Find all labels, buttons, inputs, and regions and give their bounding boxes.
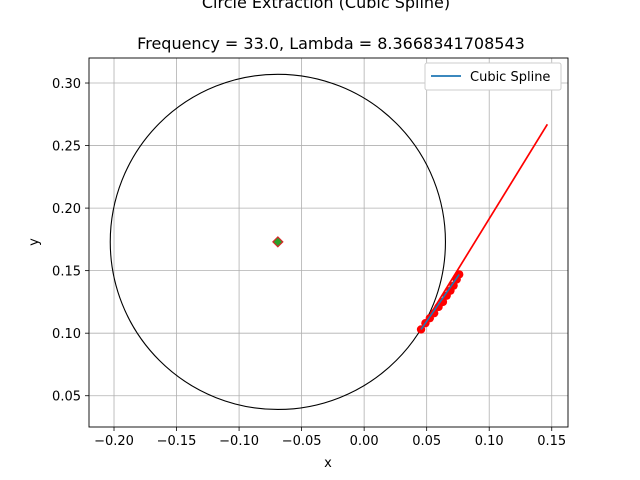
x-tick-label: 0.15 <box>537 434 566 449</box>
y-tick-label: 0.20 <box>52 202 81 217</box>
plot-area <box>109 73 549 411</box>
x-tick-label: 0.10 <box>475 434 504 449</box>
tangent-line <box>420 123 549 330</box>
edge-point <box>449 281 458 290</box>
y-tick-label: 0.05 <box>52 390 81 405</box>
fitted-circle <box>109 73 446 411</box>
legend-label-cubic-spline: Cubic Spline <box>470 70 550 85</box>
circle-center-marker <box>272 236 284 248</box>
chart-title: Circle Extraction (Cubic Spline) <box>202 0 450 12</box>
x-axis-label: x <box>324 456 332 471</box>
chart-subtitle: Frequency = 33.0, Lambda = 8.36683417085… <box>137 34 525 53</box>
legend-box <box>424 62 562 91</box>
x-tick-label: 0.05 <box>412 434 441 449</box>
y-tick-label: 0.10 <box>52 327 81 342</box>
y-tick-label: 0.25 <box>52 140 81 155</box>
x-tick-label: −0.15 <box>157 434 197 449</box>
y-axis-label: y <box>27 238 42 246</box>
grid-lines <box>89 58 568 427</box>
x-axis-ticks: −0.20 −0.15 −0.10 −0.05 0.00 0.05 0.10 0.15 <box>94 427 566 449</box>
x-tick-label: −0.05 <box>282 434 322 449</box>
y-axis-ticks: 0.05 0.10 0.15 0.20 0.25 0.30 <box>52 77 89 405</box>
x-tick-label: −0.10 <box>219 434 259 449</box>
y-tick-label: 0.30 <box>52 77 81 92</box>
plot-frame <box>88 57 569 428</box>
x-tick-label: −0.20 <box>94 434 134 449</box>
legend: Cubic Spline <box>424 62 562 91</box>
spline-curve <box>420 273 460 330</box>
x-tick-label: 0.00 <box>350 434 379 449</box>
y-tick-label: 0.15 <box>52 265 81 280</box>
edge-point <box>429 308 439 318</box>
